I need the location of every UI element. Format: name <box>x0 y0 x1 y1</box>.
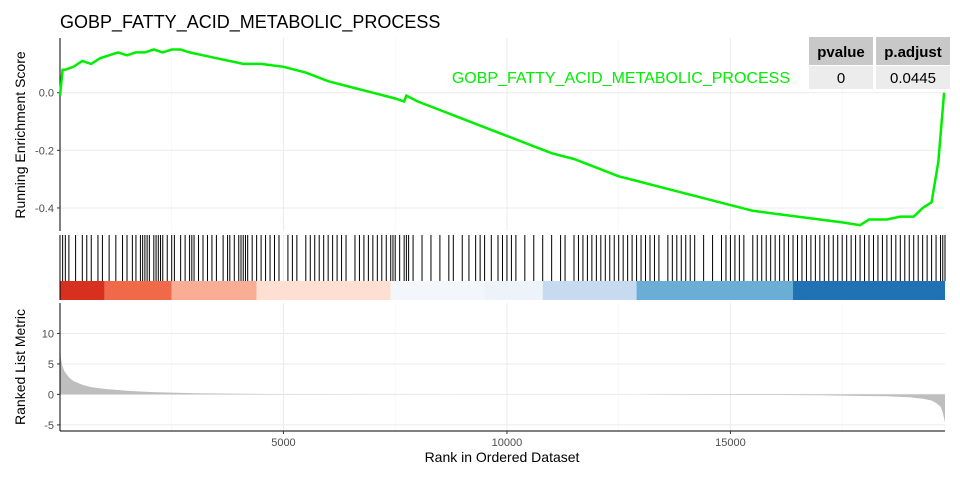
y-tick-label: 0 <box>48 389 54 401</box>
ranked-metric-area <box>60 339 945 423</box>
color-band <box>256 281 391 300</box>
ranked-y-axis-title: Ranked List Metric <box>12 309 28 425</box>
y-tick-label: 0.0 <box>39 88 54 100</box>
table-header-cell-padjust <box>876 37 950 65</box>
gene-set-label: GOBP_FATTY_ACID_METABOLIC_PROCESS <box>452 70 790 87</box>
enrichment-score-line <box>58 48 946 227</box>
x-tick-label: 5000 <box>271 437 295 449</box>
y-tick-label: -5 <box>44 420 54 432</box>
color-band <box>171 281 257 300</box>
ranked-gridlines <box>60 303 945 431</box>
color-band <box>104 281 172 300</box>
ranked-color-bar <box>60 281 945 300</box>
y-tick-label: 5 <box>48 359 54 371</box>
x-tick-label: 15000 <box>715 437 746 449</box>
x-ticks: 5000 10000 15000 <box>271 431 746 449</box>
table-header-cell-pvalue <box>809 37 873 65</box>
x-tick-label: 10000 <box>492 437 523 449</box>
color-band <box>390 281 485 300</box>
table-cell-pvalue <box>809 66 873 89</box>
hits-panel <box>59 235 946 300</box>
results-table: pvalue p.adjust 0 0.0445 <box>809 37 950 89</box>
table-header-pvalue: pvalue <box>817 44 865 61</box>
enrichment-gridlines <box>60 38 945 231</box>
ranked-y-ticks: 10 5 0 -5 <box>42 328 60 432</box>
color-band <box>793 281 945 300</box>
enrichment-y-ticks: 0.0 -0.2 -0.4 <box>35 88 60 215</box>
y-tick-label: -0.2 <box>35 145 54 157</box>
color-band <box>542 281 637 300</box>
color-band <box>484 281 543 300</box>
x-axis-title: Rank in Ordered Dataset <box>425 449 580 465</box>
gene-hit-bars <box>59 235 946 281</box>
color-band <box>636 281 794 300</box>
table-cell-padjust <box>876 66 950 89</box>
color-band <box>60 281 105 300</box>
ranked-metric-panel: 10 5 0 -5 5000 10000 15000 Ranked List Metric… <box>12 303 945 465</box>
table-header-padjust: p.adjust <box>884 44 942 61</box>
y-tick-label: 10 <box>42 328 54 340</box>
table-value-pvalue: 0 <box>837 70 845 87</box>
chart-title: GOBP_FATTY_ACID_METABOLIC_PROCESS <box>60 12 440 33</box>
y-tick-label: -0.4 <box>35 203 54 215</box>
enrichment-y-axis-title: Running Enrichment Score <box>12 51 28 219</box>
enrichment-score-panel: 0.0 -0.2 -0.4 GOBP_FATTY_ACID_METABOLIC_PR… <box>12 38 946 231</box>
table-value-padjust: 0.0445 <box>890 70 936 87</box>
